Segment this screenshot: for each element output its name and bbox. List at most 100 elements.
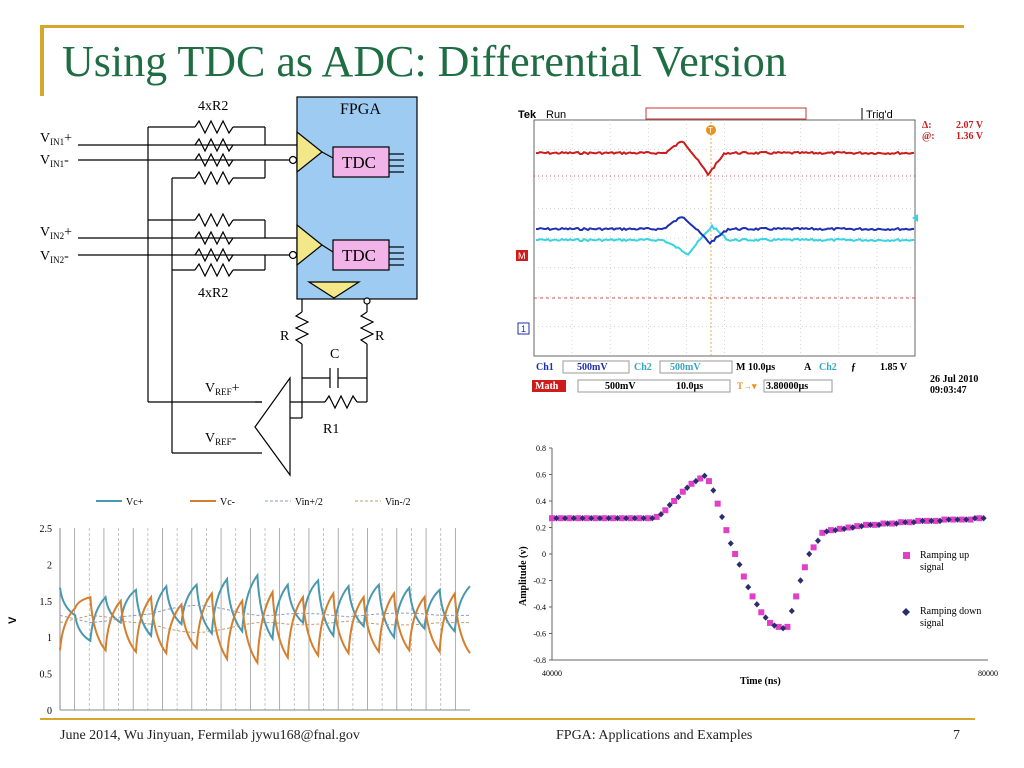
line-chart-ytick: 1 bbox=[47, 633, 52, 644]
scatter-point-ramping-up bbox=[566, 515, 573, 522]
scatter-legend-label: Ramping down bbox=[920, 606, 981, 617]
scatter-point-ramping-down bbox=[727, 540, 734, 547]
page-number: 7 bbox=[953, 728, 960, 743]
scatter-point-ramping-up bbox=[618, 515, 625, 522]
scatter-legend-swatch bbox=[903, 552, 910, 559]
scatter-point-ramping-down bbox=[666, 501, 673, 509]
line-chart-legend-label: Vc- bbox=[220, 497, 235, 508]
r-left-label: R bbox=[280, 329, 290, 344]
scope-marker-1 bbox=[517, 322, 530, 335]
scatter-point-ramping-down bbox=[562, 515, 569, 522]
scatter-ytick: -0.2 bbox=[533, 577, 546, 586]
scatter-point-ramping-down bbox=[814, 537, 821, 544]
scope-traces bbox=[535, 140, 915, 256]
vin1m-label: VIN1- bbox=[40, 153, 69, 169]
scatter-point-ramping-up bbox=[671, 498, 678, 504]
scatter-ytick: 0.2 bbox=[536, 524, 546, 533]
scatter-point-ramping-down bbox=[623, 515, 630, 522]
scatter-point-ramping-down bbox=[928, 517, 935, 525]
line-chart-ytick: 0.5 bbox=[40, 670, 53, 681]
scope-tek-label: Tek bbox=[518, 109, 537, 121]
scatter-xtick: 80000 bbox=[978, 669, 998, 678]
scatter-ylabel: Amplitude (v) bbox=[518, 546, 529, 606]
top-rule bbox=[40, 25, 964, 28]
scatter-point-ramping-down bbox=[631, 515, 638, 522]
scatter-point-ramping-down bbox=[971, 515, 978, 522]
scope-marker-m-text: M bbox=[518, 251, 526, 261]
tdc-1-label: TDC bbox=[342, 153, 376, 172]
scope-math-label: Math bbox=[535, 381, 559, 392]
scatter-point-ramping-up bbox=[950, 516, 957, 523]
scatter-point-ramping-down bbox=[614, 515, 621, 522]
scope-trigger-level: 1.85 V bbox=[880, 362, 908, 373]
scatter-point-ramping-down bbox=[858, 522, 865, 530]
scatter-point-ramping-down bbox=[692, 477, 699, 485]
scatter-point-ramping-down bbox=[876, 521, 882, 529]
scope-math-trace bbox=[535, 223, 915, 256]
scatter-point-ramping-up bbox=[941, 516, 948, 523]
scope-marker-m bbox=[516, 250, 528, 261]
scope-math-position: 3.80000µs bbox=[766, 381, 808, 392]
scatter-point-ramping-down bbox=[605, 515, 612, 522]
scatter-point-ramping-down bbox=[553, 515, 560, 522]
footer-course: FPGA: Applications and Examples bbox=[556, 728, 753, 743]
tdc-2-label: TDC bbox=[342, 246, 376, 265]
scope-math-value: 500mV bbox=[605, 381, 636, 392]
scatter-point-ramping-down bbox=[719, 513, 726, 521]
scatter-point-ramping-up bbox=[767, 619, 773, 626]
scope-delta-label: Δ: bbox=[922, 120, 932, 131]
scatter-point-ramping-up bbox=[801, 564, 808, 571]
line-chart-legend-label: Vin+/2 bbox=[295, 497, 323, 508]
res-bottom-label: 4xR2 bbox=[198, 286, 228, 301]
scatter-point-ramping-up bbox=[775, 623, 782, 630]
scatter-legend-swatch bbox=[902, 608, 910, 616]
opamp bbox=[254, 376, 291, 477]
scatter-point-ramping-up bbox=[610, 515, 617, 522]
scatter-point-ramping-down bbox=[771, 622, 778, 629]
scatter-point-ramping-down bbox=[945, 516, 952, 523]
scatter-point-ramping-down bbox=[684, 484, 691, 491]
scatter-point-ramping-up bbox=[784, 623, 791, 630]
scatter-point-ramping-up bbox=[897, 519, 904, 526]
vin2m-label: VIN2- bbox=[40, 249, 69, 265]
scatter-point-ramping-down bbox=[849, 524, 856, 531]
scope-trigger-channel: Ch2 bbox=[819, 362, 837, 373]
scatter-point-ramping-down bbox=[579, 515, 586, 522]
scatter-point-ramping-up bbox=[967, 516, 974, 523]
scope-trigger-slope: ƒ bbox=[851, 362, 856, 373]
svg-text:T→▾: T→▾ bbox=[737, 381, 757, 391]
scatter-point-ramping-up bbox=[601, 515, 608, 522]
scatter-point-ramping-down bbox=[832, 526, 839, 534]
scatter-point-ramping-down bbox=[963, 516, 970, 523]
scatter-point-ramping-down bbox=[588, 515, 595, 522]
scope-marker-1-text: 1 bbox=[521, 324, 526, 334]
scope-at-value: 1.36 V bbox=[956, 131, 984, 142]
scatter-point-ramping-down bbox=[710, 487, 717, 494]
scatter-point-ramping-up bbox=[697, 475, 704, 482]
scatter-point-ramping-down bbox=[640, 515, 647, 522]
scatter-point-ramping-up bbox=[549, 515, 555, 522]
oscilloscope-screenshot: Tek Run Trig'd M 1 T Δ: 2.07 V @: 1.36 V… bbox=[512, 104, 1010, 400]
line-chart-series-vcplus bbox=[59, 572, 471, 643]
scatter-point-ramping-up bbox=[732, 551, 739, 557]
scatter-point-ramping-up bbox=[819, 529, 826, 536]
scatter-point-ramping-up bbox=[679, 488, 686, 495]
scatter-point-ramping-down bbox=[701, 472, 708, 480]
scatter-point-ramping-down bbox=[910, 519, 917, 526]
scope-trigger-marker bbox=[706, 125, 716, 135]
line-chart-series-vinplus bbox=[59, 604, 470, 624]
r1-label: R1 bbox=[323, 422, 339, 437]
scatter-point-ramping-up bbox=[575, 515, 582, 522]
vrefp-label: VREF+ bbox=[205, 381, 240, 397]
scope-ch2: Ch2 bbox=[634, 362, 652, 373]
scatter-point-ramping-up bbox=[906, 519, 913, 526]
scatter-point-ramping-down bbox=[658, 511, 664, 518]
line-chart-ylabel: V bbox=[7, 616, 19, 624]
r-right-label: R bbox=[375, 329, 385, 344]
tdc-block-2 bbox=[332, 239, 390, 271]
scope-ch2-value: 500mV bbox=[670, 362, 701, 373]
line-chart-ytick: 0 bbox=[47, 706, 52, 717]
line-chart-series-vcminus bbox=[59, 588, 471, 666]
scatter-legend-label: Ramping up bbox=[920, 550, 969, 561]
